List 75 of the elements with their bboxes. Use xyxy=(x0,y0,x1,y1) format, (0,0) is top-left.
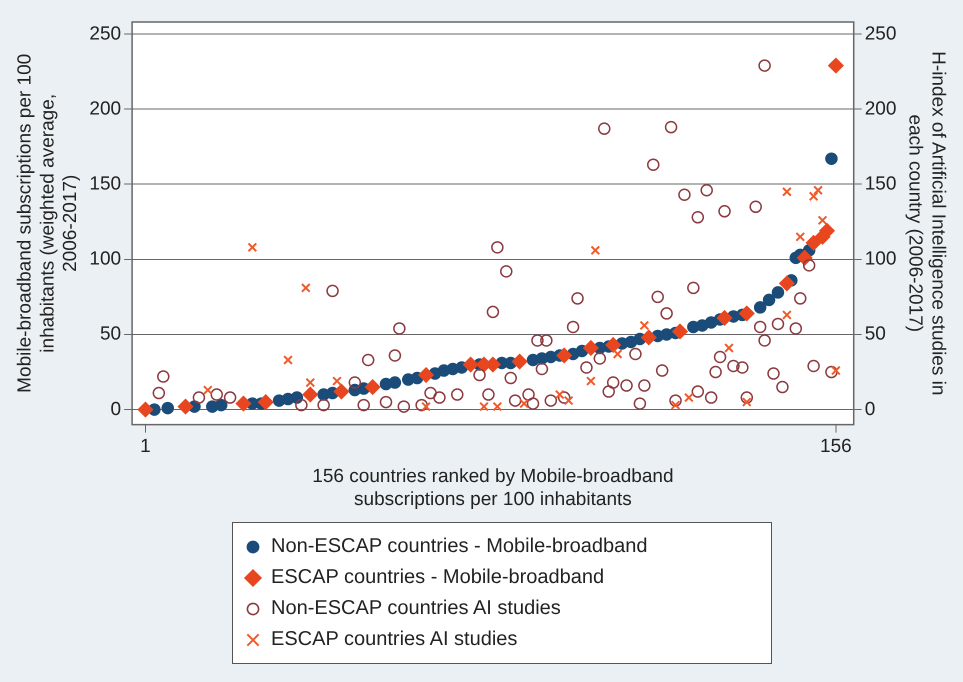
point xyxy=(806,235,822,251)
point xyxy=(418,367,434,383)
y2-axis-title: H-index of Artificial Intelligence studies in each country (2006-2017) xyxy=(904,51,948,396)
point xyxy=(612,349,623,359)
point xyxy=(754,301,766,314)
y2-tick-label: 50 xyxy=(864,324,886,345)
point xyxy=(258,394,274,410)
y-axis-title: Mobile-broadband subscriptions per 100 inhabitants (weighted average, 2006-2017) xyxy=(14,54,82,393)
point xyxy=(825,152,838,165)
point xyxy=(519,398,529,408)
point xyxy=(828,58,844,74)
point xyxy=(590,245,600,256)
y2-tick-label: 250 xyxy=(864,23,896,44)
y-tick-label: 100 xyxy=(89,248,122,270)
x-tick-label: 1 xyxy=(140,436,151,458)
point xyxy=(334,384,350,400)
point xyxy=(214,398,228,412)
point xyxy=(202,385,213,395)
point xyxy=(641,330,657,346)
point xyxy=(305,378,316,388)
legend-label: Non-ESCAP countries AI studies xyxy=(271,597,561,620)
point xyxy=(300,283,311,293)
y-tick-label: 0 xyxy=(110,398,122,420)
point xyxy=(462,356,478,372)
point xyxy=(782,186,792,197)
point xyxy=(672,324,688,340)
point xyxy=(779,276,795,292)
point xyxy=(161,402,174,414)
legend-label: ESCAP countries - Mobile-broadband xyxy=(271,566,604,589)
point xyxy=(782,310,792,320)
point xyxy=(332,376,342,386)
point xyxy=(830,366,841,376)
y2-tick-label: 0 xyxy=(864,398,876,420)
point xyxy=(670,400,680,410)
y-tick-label: 200 xyxy=(89,98,122,120)
point xyxy=(795,232,806,242)
point xyxy=(178,398,194,414)
point xyxy=(421,402,431,412)
point xyxy=(479,402,489,412)
legend-label: ESCAP countries AI studies xyxy=(271,628,518,651)
point xyxy=(512,354,528,370)
y-tick-label: 150 xyxy=(89,173,122,194)
point xyxy=(586,376,596,386)
y2-tick-label: 200 xyxy=(864,98,896,120)
x-tick-label: 156 xyxy=(820,436,852,458)
point xyxy=(247,242,258,252)
point xyxy=(583,340,599,356)
point xyxy=(554,390,565,400)
point xyxy=(808,191,818,202)
point xyxy=(724,343,734,353)
y-tick-label: 250 xyxy=(89,23,122,44)
x-axis-title: 156 countries ranked by Mobile-broadband subscriptions per 100 inhabitants xyxy=(312,466,674,510)
point xyxy=(388,376,402,389)
point xyxy=(364,379,380,395)
point xyxy=(556,348,572,364)
point xyxy=(564,396,574,406)
point xyxy=(762,294,776,306)
point xyxy=(772,286,784,299)
point xyxy=(716,310,732,326)
point xyxy=(605,337,621,353)
point xyxy=(138,402,154,418)
point xyxy=(813,185,823,196)
point xyxy=(742,397,752,407)
point xyxy=(639,320,650,330)
point xyxy=(236,396,252,412)
y2-tick-label: 100 xyxy=(864,248,896,270)
y-tick-label: 50 xyxy=(100,324,122,345)
point xyxy=(739,306,755,322)
point xyxy=(492,402,502,412)
point xyxy=(302,386,318,402)
legend-label: Non-ESCAP countries - Mobile-broadband xyxy=(271,535,648,558)
point xyxy=(684,392,694,402)
point xyxy=(283,355,293,365)
y2-tick-label: 150 xyxy=(864,173,896,194)
point xyxy=(818,215,828,226)
